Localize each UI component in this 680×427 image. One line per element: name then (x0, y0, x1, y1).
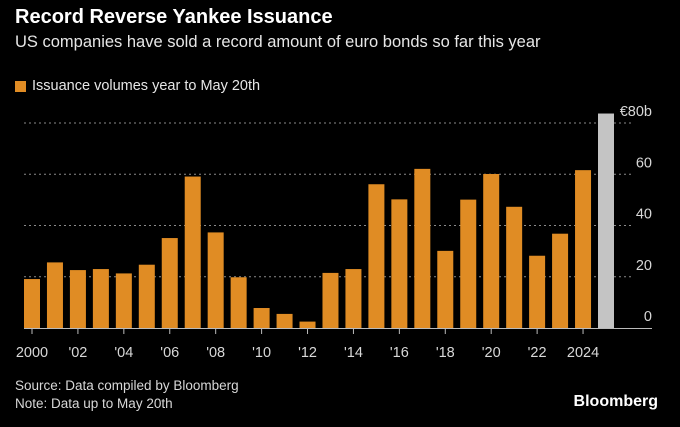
bar-2017 (414, 168, 431, 328)
bar-2022 (529, 255, 546, 328)
x-tick-label: 2024 (567, 345, 599, 361)
bar-2018 (437, 250, 454, 328)
bar-2002 (69, 270, 86, 328)
bar-2005 (138, 264, 155, 328)
legend: Issuance volumes year to May 20th (15, 78, 260, 94)
y-tick-label: 40 (636, 207, 652, 223)
x-tick-label: '02 (68, 345, 87, 361)
bar-2015 (368, 184, 385, 328)
legend-label: Issuance volumes year to May 20th (32, 78, 261, 94)
bar-2021 (506, 206, 523, 328)
bar-2012 (299, 321, 316, 328)
x-tick-label: '10 (252, 345, 271, 361)
bar-2016 (391, 199, 408, 328)
x-tick-label: '14 (344, 345, 363, 361)
bar-2008 (207, 232, 224, 328)
bar-2020 (483, 173, 500, 328)
bar-2023 (552, 233, 569, 328)
legend-swatch (15, 80, 26, 92)
bar-2000 (24, 279, 40, 328)
bar-2011 (276, 313, 293, 328)
x-tick-label: '08 (206, 345, 225, 361)
y-tick-label: 60 (636, 155, 652, 171)
x-tick-label: '22 (528, 345, 547, 361)
bar-2001 (46, 262, 63, 328)
bar-2024 (575, 170, 592, 328)
bar-2009 (230, 277, 247, 328)
x-tick-label: '04 (114, 345, 133, 361)
x-tick-label: '18 (436, 345, 455, 361)
chart-title: Record Reverse Yankee Issuance (15, 6, 333, 28)
y-tick-label: 0 (644, 309, 652, 325)
x-tick-label: '20 (482, 345, 501, 361)
x-tick-label: '12 (298, 345, 317, 361)
bar-2013 (322, 272, 339, 328)
bar-2004 (115, 273, 132, 328)
chart-subtitle: US companies have sold a record amount o… (15, 33, 541, 51)
y-tick-label: €80b (620, 104, 652, 120)
bloomberg-logo: Bloomberg (573, 393, 658, 410)
bar-2007 (184, 176, 201, 328)
bar-2006 (161, 238, 178, 328)
bar-2014 (345, 269, 362, 328)
x-tick-label: '06 (160, 345, 179, 361)
bar-2010 (253, 308, 270, 328)
bar-2025 (598, 113, 614, 328)
x-tick-label: 2000 (16, 345, 48, 361)
data-note: Note: Data up to May 20th (15, 396, 173, 411)
bar-2019 (460, 199, 477, 328)
source-note: Source: Data compiled by Bloomberg (15, 378, 239, 393)
x-tick-label: '16 (390, 345, 409, 361)
y-tick-label: 20 (636, 258, 652, 274)
bar-2003 (92, 269, 109, 328)
